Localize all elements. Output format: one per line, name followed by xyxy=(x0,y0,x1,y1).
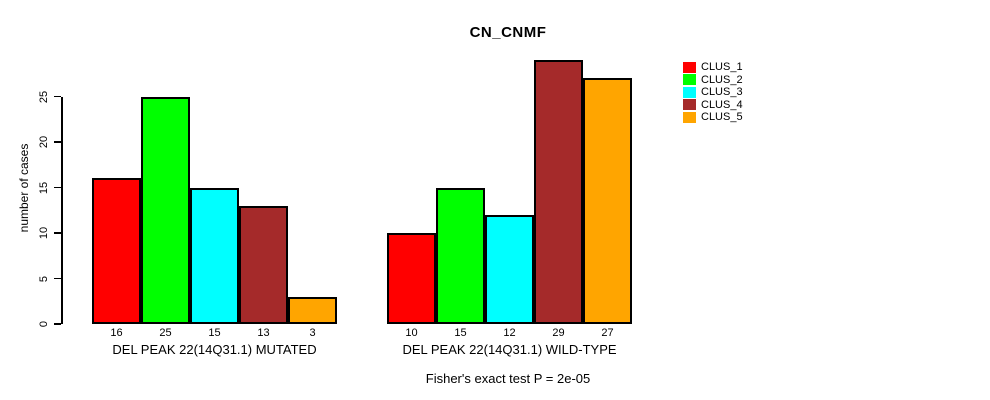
bar xyxy=(583,78,632,324)
bar-value-label: 10 xyxy=(405,327,418,339)
bar-value-label: 16 xyxy=(110,327,123,339)
group-label: DEL PEAK 22(14Q31.1) MUTATED xyxy=(112,342,317,357)
bar-value-label: 27 xyxy=(601,327,614,339)
y-axis-line xyxy=(61,96,63,324)
bar-value-label: 25 xyxy=(159,327,172,339)
bar-value-label: 3 xyxy=(309,327,316,339)
bar-value-label: 13 xyxy=(257,327,270,339)
bar-value-label: 29 xyxy=(552,327,565,339)
legend-label: CLUS_1 xyxy=(701,61,743,74)
y-tick-label: 25 xyxy=(38,90,50,103)
bar-value-label: 15 xyxy=(454,327,467,339)
chart-title: CN_CNMF xyxy=(469,24,547,41)
y-tick xyxy=(54,277,61,280)
legend-item: CLUS_3 xyxy=(683,86,743,99)
y-tick xyxy=(54,323,61,325)
bar xyxy=(436,187,485,324)
legend-swatch xyxy=(683,99,696,111)
y-axis-label: number of cases xyxy=(17,143,31,233)
legend-label: CLUS_3 xyxy=(701,86,743,99)
bar xyxy=(190,187,239,324)
legend: CLUS_1 CLUS_2 CLUS_3 CLUS_4 CLUS_5 xyxy=(683,61,743,124)
bar-value-label: 12 xyxy=(503,327,516,339)
legend-label: CLUS_4 xyxy=(701,98,743,111)
y-tick xyxy=(54,95,61,98)
bar xyxy=(485,214,534,324)
y-tick-label: 5 xyxy=(38,275,50,282)
footer-annotation: Fisher's exact test P = 2e-05 xyxy=(425,371,591,386)
y-tick-label: 0 xyxy=(38,320,50,328)
y-tick xyxy=(54,186,61,189)
y-tick xyxy=(54,232,61,234)
y-tick xyxy=(54,141,61,143)
y-tick-label: 10 xyxy=(38,226,50,240)
bar xyxy=(141,96,190,324)
bar-value-label: 15 xyxy=(208,327,221,339)
legend-swatch xyxy=(683,111,696,123)
legend-item: CLUS_2 xyxy=(683,74,743,87)
bar xyxy=(534,60,583,324)
bar xyxy=(387,233,436,324)
bar xyxy=(92,178,141,324)
legend-item: CLUS_1 xyxy=(683,61,743,74)
legend-swatch xyxy=(683,74,696,86)
legend-label: CLUS_5 xyxy=(701,111,743,124)
bar xyxy=(239,205,288,324)
y-tick-label: 15 xyxy=(38,181,50,194)
y-tick-label: 20 xyxy=(38,135,50,149)
bar xyxy=(288,296,337,324)
legend-item: CLUS_4 xyxy=(683,99,743,112)
legend-swatch xyxy=(683,61,696,73)
group-label: DEL PEAK 22(14Q31.1) WILD-TYPE xyxy=(402,342,617,357)
legend-swatch xyxy=(683,86,696,98)
legend-item: CLUS_5 xyxy=(683,111,743,124)
legend-label: CLUS_2 xyxy=(701,73,743,86)
